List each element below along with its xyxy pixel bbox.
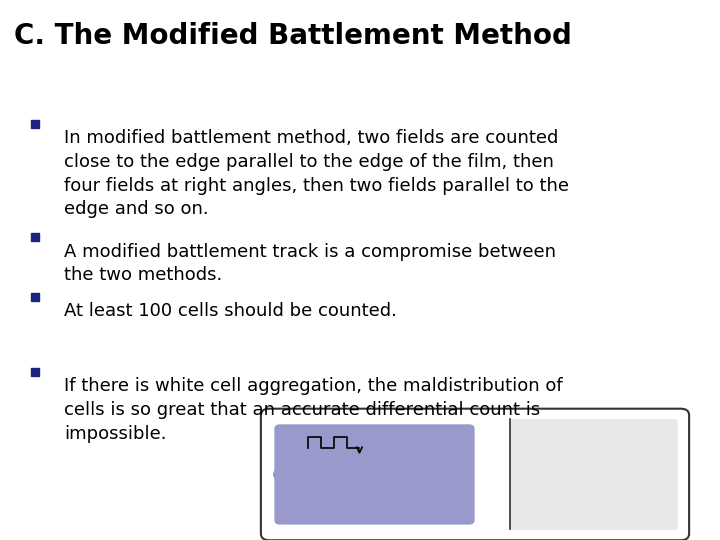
FancyBboxPatch shape xyxy=(274,424,474,525)
Text: C. The Modified Battlement Method: C. The Modified Battlement Method xyxy=(14,22,572,50)
Text: In modified battlement method, two fields are counted
close to the edge parallel: In modified battlement method, two field… xyxy=(64,130,569,218)
Text: At least 100 cells should be counted.: At least 100 cells should be counted. xyxy=(64,302,397,320)
Circle shape xyxy=(273,468,292,482)
Text: If there is white cell aggregation, the maldistribution of
cells is so great tha: If there is white cell aggregation, the … xyxy=(64,377,562,443)
FancyBboxPatch shape xyxy=(509,419,678,530)
FancyBboxPatch shape xyxy=(261,409,689,540)
Text: A modified battlement track is a compromise between
the two methods.: A modified battlement track is a comprom… xyxy=(64,242,556,284)
